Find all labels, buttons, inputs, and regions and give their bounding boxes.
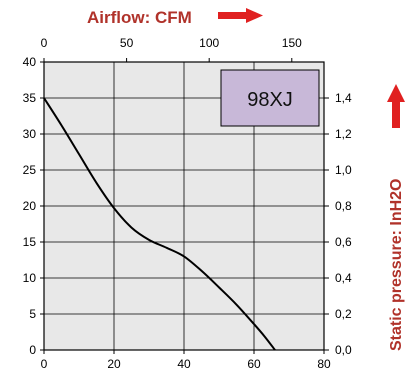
right-axis-title: Static pressure: InH2O <box>388 179 405 352</box>
grid-lines <box>44 62 324 350</box>
top-tick-label: 0 <box>41 36 48 50</box>
tick-marks <box>40 58 329 354</box>
left-tick-label: 20 <box>23 199 37 213</box>
bottom-tick-label: 80 <box>317 357 331 371</box>
top-tick-label: 150 <box>282 36 302 50</box>
left-tick-label: 10 <box>23 271 37 285</box>
right-tick-label: 1,0 <box>335 163 352 177</box>
bottom-tick-label: 40 <box>177 357 191 371</box>
left-tick-label: 15 <box>23 235 37 249</box>
right-axis-tick-labels: 0,0 0,2 0,4 0,6 0,8 1,0 1,2 1,4 <box>335 91 352 357</box>
bottom-tick-label: 20 <box>107 357 121 371</box>
right-tick-label: 0,0 <box>335 343 352 357</box>
right-tick-label: 0,6 <box>335 235 352 249</box>
model-label: 98XJ <box>247 89 293 111</box>
bottom-tick-label: 60 <box>247 357 261 371</box>
top-tick-label: 100 <box>199 36 219 50</box>
left-axis-tick-labels: 0 5 10 15 20 25 30 35 40 <box>23 55 37 357</box>
top-axis-tick-labels: 0 50 100 150 <box>41 36 302 50</box>
model-label-box <box>220 69 320 127</box>
bottom-tick-label: 0 <box>41 357 48 371</box>
left-tick-label: 35 <box>23 91 37 105</box>
left-tick-label: 40 <box>23 55 37 69</box>
performance-curve <box>43 97 276 351</box>
right-arrow-icon <box>218 8 263 23</box>
left-tick-label: 5 <box>29 307 36 321</box>
top-axis-title: Airflow: CFM <box>87 8 192 27</box>
right-tick-label: 1,4 <box>335 91 352 105</box>
top-tick-label: 50 <box>120 36 134 50</box>
right-tick-label: 0,2 <box>335 307 352 321</box>
right-tick-label: 0,4 <box>335 271 352 285</box>
right-tick-label: 0,8 <box>335 199 352 213</box>
left-tick-label: 0 <box>29 343 36 357</box>
left-tick-label: 25 <box>23 163 37 177</box>
right-tick-label: 1,2 <box>335 127 352 141</box>
up-arrow-icon <box>387 84 405 128</box>
left-tick-label: 30 <box>23 127 37 141</box>
bottom-axis-tick-labels: 0 20 40 60 80 <box>41 357 331 371</box>
